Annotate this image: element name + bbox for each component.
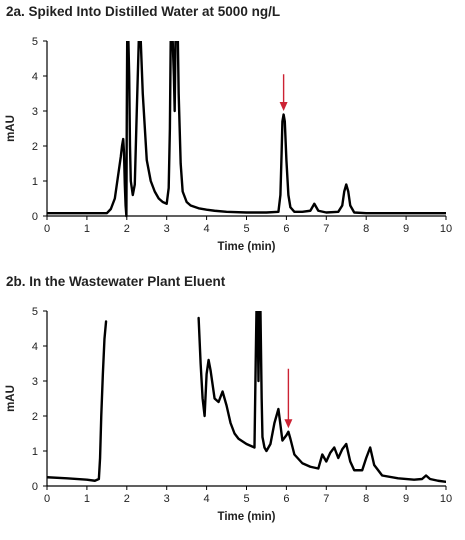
chart-title-2b: 2b. In the Wastewater Plant Eluent [6,274,226,289]
y-tick-label: 1 [32,446,38,458]
x-tick-label: 2 [124,223,130,235]
y-tick-label: 5 [32,306,38,318]
x-tick-label: 0 [44,493,50,505]
chart-title-2a: 2a. Spiked Into Distilled Water at 5000 … [6,4,281,19]
y-tick-label: 1 [32,176,38,188]
x-tick-label: 7 [323,223,329,235]
y-tick-label: 3 [32,106,38,118]
x-tick-label: 1 [84,493,90,505]
x-tick-label: 8 [363,493,369,505]
chromatogram-trace [47,320,108,482]
x-tick-label: 5 [243,223,249,235]
chromatogram-trace [47,41,446,218]
x-tick-label: 10 [440,223,452,235]
y-tick-label: 2 [32,141,38,153]
x-axis-title: Time (min) [218,241,276,253]
peak-arrow [284,368,293,429]
x-tick-label: 6 [283,493,289,505]
x-tick-label: 9 [403,493,409,505]
x-tick-label: 3 [164,493,170,505]
x-tick-label: 10 [440,493,452,505]
x-tick-label: 3 [164,223,170,235]
x-tick-label: 4 [204,493,210,505]
y-tick-label: 0 [32,211,38,223]
x-tick-label: 6 [283,223,289,235]
y-axis-title: mAU [5,385,17,412]
x-tick-label: 2 [124,493,130,505]
x-tick-label: 4 [204,223,210,235]
y-tick-label: 2 [32,411,38,423]
chromatogram-2b: 0 1 2 3 4 5 6 7 8 9 10 0 1 2 3 4 5 Time (min) mAU [5,306,452,523]
x-tick-label: 5 [243,493,249,505]
y-tick-label: 3 [32,376,38,388]
x-tick-label: 1 [84,223,90,235]
chart-panel-2b: 2b. In the Wastewater Plant Eluent 0 1 2 3 4… [0,270,465,540]
y-axis-title: mAU [5,115,17,142]
x-tick-label: 9 [403,223,409,235]
y-tick-label: 4 [32,71,38,83]
chromatogram-trace [197,311,446,483]
x-tick-label: 8 [363,223,369,235]
x-axis-title: Time (min) [218,511,276,523]
chart-panel-2a: 2a. Spiked Into Distilled Water at 5000 … [5,4,452,253]
x-tick-label: 7 [323,493,329,505]
chromatogram-2a: 0 1 2 3 4 5 6 7 8 9 10 0 1 2 3 4 5 Time (min) mAU [5,36,452,253]
y-tick-label: 0 [32,481,38,493]
y-tick-label: 5 [32,36,38,48]
y-tick-label: 4 [32,341,38,353]
peak-arrow [279,74,288,111]
x-tick-label: 0 [44,223,50,235]
